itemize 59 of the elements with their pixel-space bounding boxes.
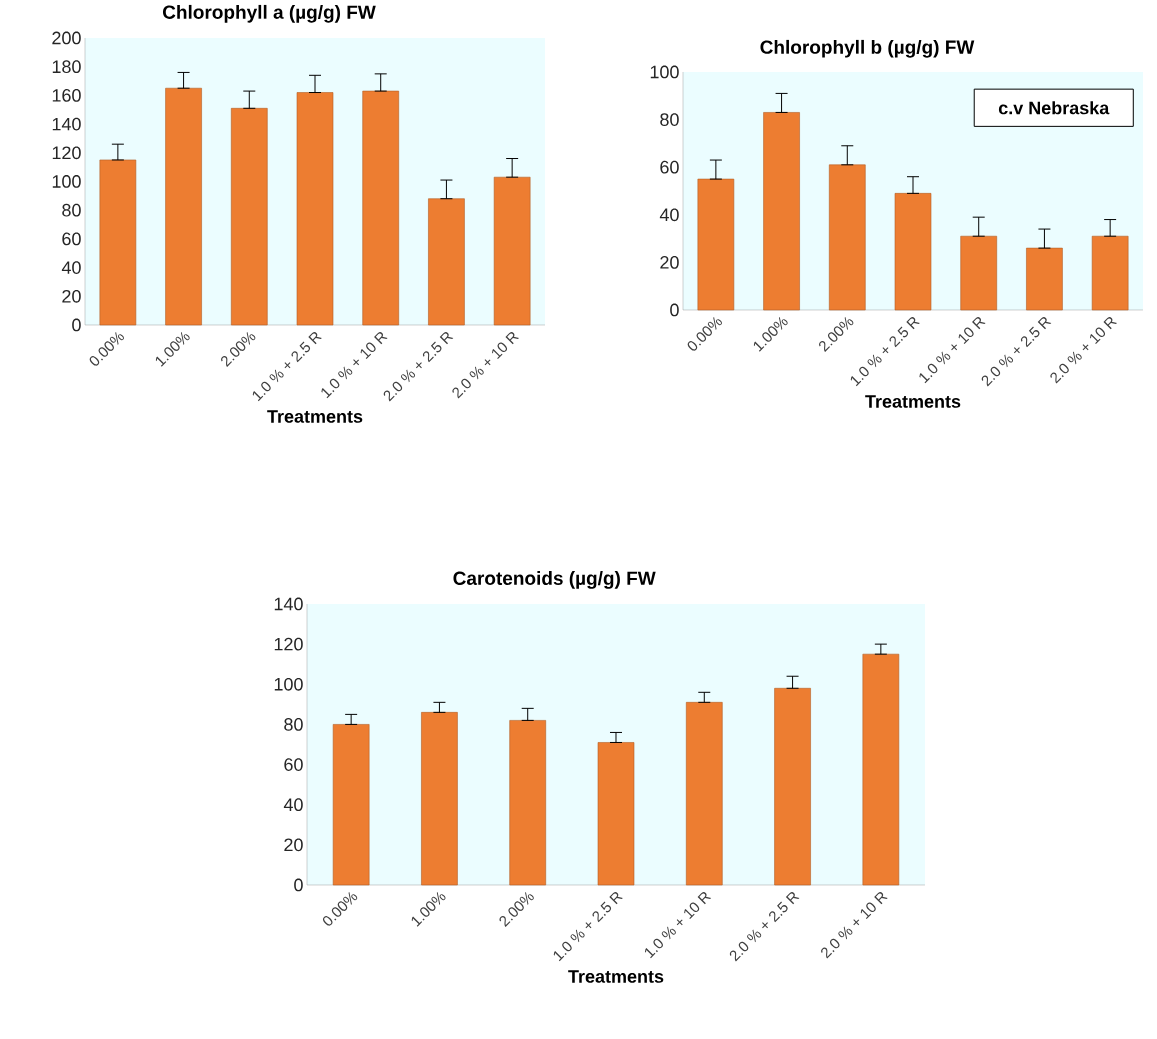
bar (697, 178, 735, 311)
bar (894, 193, 932, 311)
y-tick-label: 60 (62, 232, 81, 246)
bar (1091, 235, 1129, 311)
bar (509, 720, 547, 886)
bar (332, 724, 370, 886)
y-tick-label: 40 (283, 798, 303, 812)
x-tick-label: 2.0 % + 10 R (821, 892, 888, 959)
bar (763, 112, 800, 311)
x-tick-label: 2.0 % + 2.5 R (729, 892, 800, 962)
y-tick-label: 20 (62, 289, 81, 303)
x-tick-label: 2.0 % + 10 R (452, 332, 520, 399)
x-tick-label: 2.0 % + 10 R (1050, 317, 1118, 384)
y-tick-label: 180 (52, 60, 81, 74)
y-tick-label: 0 (670, 303, 679, 317)
x-tick-label: 1.0 % + 2.5 R (553, 892, 623, 962)
bar (362, 90, 400, 326)
bar (828, 164, 866, 311)
y-tick-label: 200 (52, 31, 81, 45)
bar (597, 742, 635, 886)
y-tick-label: 140 (274, 597, 303, 611)
y-tick-label: 120 (274, 637, 303, 651)
bar (421, 712, 458, 886)
y-tick-label: 140 (52, 117, 81, 131)
y-tick-label: 40 (61, 261, 81, 274)
y-tick-label: 0 (72, 318, 81, 332)
y-tick-label: 60 (660, 160, 679, 174)
bar (862, 653, 900, 886)
bar (99, 159, 137, 326)
bar (165, 87, 202, 326)
x-tick-label: 1.0 % + 10 R (644, 892, 712, 959)
bar (685, 702, 723, 886)
bar (960, 235, 998, 311)
bar (1026, 247, 1063, 311)
y-tick-label: 80 (62, 203, 81, 217)
y-tick-label: 60 (284, 758, 303, 771)
y-tick-label: 20 (284, 838, 303, 852)
bar (774, 687, 811, 886)
x-axis-title: Treatments (267, 410, 363, 423)
y-tick-label: 20 (660, 256, 679, 269)
y-tick-label: 160 (52, 89, 81, 102)
bar (493, 176, 531, 326)
x-axis-title: Treatments (568, 970, 664, 983)
chart-title: Chlorophyll a (µg/g) FW (162, 4, 376, 23)
y-tick-label: 100 (650, 65, 679, 79)
y-tick-label: 100 (52, 175, 81, 188)
y-tick-label: 120 (52, 146, 81, 160)
bar (230, 108, 268, 326)
bar (428, 198, 465, 326)
annotation: c.v Nebraska (998, 101, 1110, 115)
chart-title: Carotenoids (µg/g) FW (453, 571, 656, 589)
bar (296, 92, 334, 326)
y-tick-label: 80 (284, 718, 303, 731)
y-tick-label: 40 (659, 208, 679, 222)
y-tick-label: 0 (294, 878, 303, 892)
x-axis-title: Treatments (865, 395, 961, 408)
y-tick-label: 100 (274, 677, 303, 691)
chart-title: Chlorophyll b (µg/g) FW (760, 39, 975, 58)
y-tick-label: 80 (660, 113, 679, 126)
